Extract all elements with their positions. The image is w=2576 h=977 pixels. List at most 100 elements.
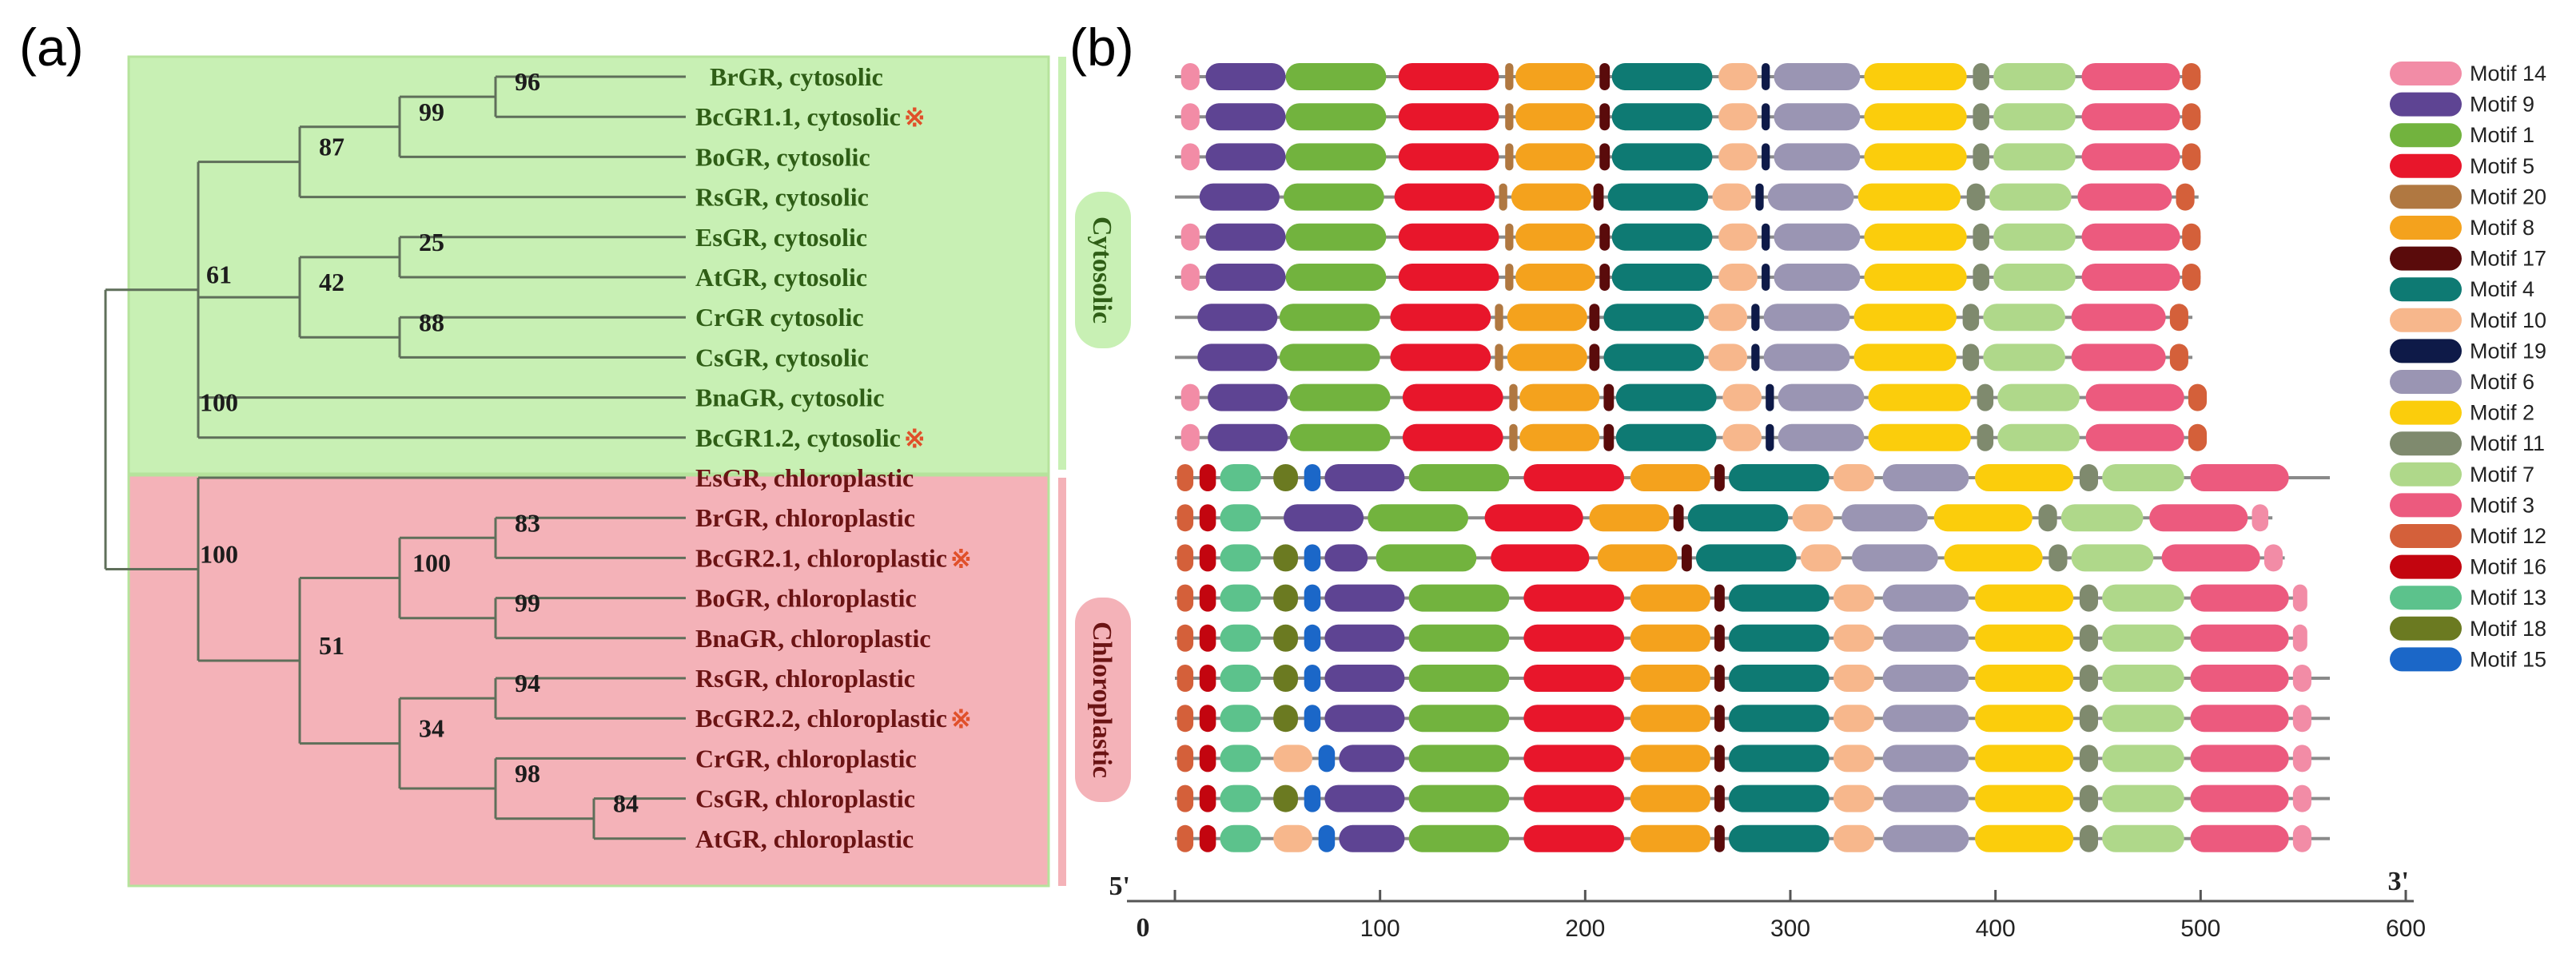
motif-16-block [1199,824,1216,852]
motif-1-block [1279,344,1380,371]
leaf-8: BnaGR, cytosolic [695,383,884,412]
leaf-label: EsGR, chloroplastic [695,463,914,492]
motif-3-block [2161,544,2260,572]
cytosolic-group-label: Cytosolic [1075,192,1131,348]
legend-swatch [2390,370,2462,394]
motif-12-block [2176,183,2195,211]
motif-4-block [1603,304,1705,332]
motif-17-block [1681,544,1692,572]
motif-3-block [2190,784,2289,812]
bootstrap-value: 34 [419,714,444,743]
motif-17-block [1714,705,1725,733]
legend-swatch [2390,185,2462,209]
motif-14-block [1181,223,1200,251]
motif-8-block [1630,584,1710,612]
motif-4-block [1611,63,1713,90]
motif-7-block [2102,464,2184,491]
motif-1-block [1279,304,1380,332]
leaf-1: BcGR1.1, cytosolic ※ [695,102,926,132]
motif-8-block [1630,824,1710,852]
motif-7-block [1993,63,2076,90]
motif-17-block [1593,183,1604,211]
motif-14-block [2292,705,2311,733]
motif-3-block [2081,63,2180,90]
bootstrap-value: 87 [319,133,344,161]
motif-13-block [1220,705,1261,733]
motif-14-block [1181,63,1200,90]
motif-16-block [1199,544,1216,572]
motif-9-block [1205,264,1286,291]
motif-9-block [1205,143,1286,171]
motif-8-block [1515,103,1596,131]
motif-1-block [1408,824,1510,852]
motif-19-block [1762,103,1770,131]
motif-12-block [1177,584,1194,612]
motif-11-block [2038,504,2057,532]
motif-7-block [1989,183,2072,211]
motif-18-block [1273,784,1298,812]
motif-16-block [1199,784,1216,812]
motif-3-block [2081,103,2180,131]
legend-label: Motif 11 [2470,431,2545,455]
motif-7-block [1983,344,2065,371]
leaf-17: CrGR, chloroplastic [695,744,917,772]
motif-3-block [2190,665,2289,692]
leaf-label: BcGR2.2, chloroplastic [695,704,947,733]
cytosolic-label: Cytosolic [1087,216,1117,324]
bootstrap-value: 25 [419,228,444,256]
motif-11-block [2079,824,2098,852]
motif-10-block [1833,464,1875,491]
motif-5-block [1402,423,1503,451]
legend-item-motif-15: Motif 15 [2390,647,2546,672]
motif-10-block [1833,665,1875,692]
motif-17-block [1714,784,1725,812]
motif-2-block [1975,824,2074,852]
legend-item-motif-4: Motif 4 [2390,277,2534,302]
motif-3-block [2085,383,2184,411]
motif-14-block [1181,103,1200,131]
motif-18-block [1273,464,1298,491]
motif-5-block [1394,183,1495,211]
motif-20-block [1495,304,1503,332]
bootstrap-value: 51 [319,631,344,660]
legend-label: Motif 20 [2470,185,2546,209]
motif-1-block [1408,784,1510,812]
motif-17-block [1714,584,1725,612]
motif-14-block [2292,745,2311,772]
legend-swatch [2390,524,2462,548]
motif-row-19 [1175,824,2331,852]
bootstrap-value: 94 [515,669,540,697]
motif-6-block [1774,143,1861,171]
motif-13-block [1220,544,1261,572]
axis-tick-label: 100 [1360,915,1400,942]
axis-5prime-label: 5' [1109,872,1130,901]
legend-label: Motif 5 [2470,154,2534,178]
motif-10-block [1718,143,1758,171]
motif-2-block [1853,344,1957,371]
bootstrap-value: 99 [515,589,540,618]
legend-swatch [2390,586,2462,610]
legend-swatch [2390,308,2462,332]
legend-swatch [2390,153,2462,178]
motif-12-block [1177,504,1194,532]
motif-row-3 [1175,183,2199,211]
motif-2-block [1975,624,2074,652]
phylogenetic-tree: 96 99 87 25 88 42 100 61 83 99 100 94 84 98 34 51 100 [104,67,686,840]
legend-label: Motif 10 [2470,308,2546,332]
legend-item-motif-10: Motif 10 [2390,308,2546,332]
motif-17-block [1714,464,1725,491]
legend-swatch [2390,616,2462,641]
motif-6-block [1767,183,1854,211]
bootstrap-value: 42 [319,268,344,296]
motif-row-15 [1175,665,2331,692]
motif-15-block [1318,824,1336,852]
motif-17-block [1673,504,1684,532]
motif-20-block [1505,143,1514,171]
motif-11-block [1962,344,1980,371]
motif-7-block [2102,784,2184,812]
motif-2-block [1868,383,1971,411]
motif-1-block [1408,584,1510,612]
motif-10-block [1273,824,1312,852]
motif-6-block [1774,63,1861,90]
motif-16-block [1199,624,1216,652]
